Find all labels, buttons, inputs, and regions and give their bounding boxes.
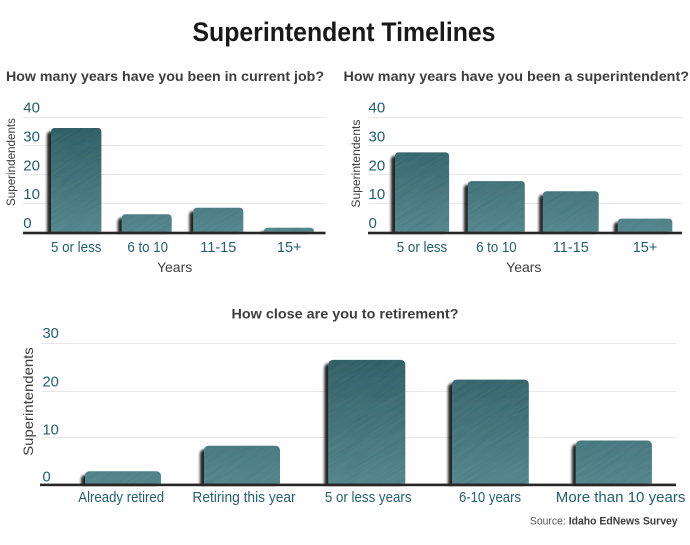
svg-text:20: 20 (369, 157, 386, 174)
svg-text:6-10 years: 6-10 years (459, 489, 521, 506)
svg-text:6 to 10: 6 to 10 (127, 240, 168, 256)
svg-text:6 to 10: 6 to 10 (476, 240, 517, 256)
svg-text:How close are you to retiremen: How close are you to retirement? (232, 306, 459, 322)
svg-text:Retiring this year: Retiring this year (192, 489, 295, 506)
svg-text:10: 10 (23, 186, 40, 203)
svg-text:Source: Idaho EdNews Survey: Source: Idaho EdNews Survey (530, 516, 679, 528)
svg-text:5 or less: 5 or less (51, 240, 102, 256)
svg-text:0: 0 (43, 469, 51, 485)
svg-text:40: 40 (369, 100, 386, 117)
svg-text:Superintendent Timelines: Superintendent Timelines (193, 17, 496, 47)
svg-text:11-15: 11-15 (553, 240, 589, 256)
svg-text:15+: 15+ (633, 240, 658, 256)
svg-text:20: 20 (43, 375, 59, 391)
svg-text:Years: Years (157, 259, 192, 275)
svg-text:Already retired: Already retired (78, 489, 164, 506)
svg-text:30: 30 (43, 326, 59, 342)
svg-text:Superintendents: Superintendents (20, 347, 36, 456)
svg-text:30: 30 (369, 128, 386, 145)
svg-text:Years: Years (506, 259, 541, 275)
svg-text:20: 20 (23, 157, 40, 174)
svg-text:Superintendents: Superintendents (349, 120, 363, 208)
svg-text:5 or less: 5 or less (397, 240, 448, 256)
svg-text:How many years have you been a: How many years have you been a superinte… (344, 68, 690, 84)
svg-text:15+: 15+ (277, 240, 302, 256)
svg-text:Superindendents: Superindendents (4, 118, 18, 206)
svg-text:30: 30 (23, 128, 40, 145)
svg-text:0: 0 (369, 215, 377, 232)
svg-text:40: 40 (23, 100, 40, 117)
svg-text:More than 10 years: More than 10 years (556, 489, 686, 506)
svg-text:5 or less years: 5 or less years (325, 489, 412, 506)
svg-text:0: 0 (23, 215, 31, 232)
svg-text:10: 10 (369, 186, 386, 203)
svg-text:11-15: 11-15 (200, 240, 236, 256)
svg-text:10: 10 (43, 423, 59, 439)
svg-text:How many years have you been i: How many years have you been in current … (6, 68, 324, 84)
